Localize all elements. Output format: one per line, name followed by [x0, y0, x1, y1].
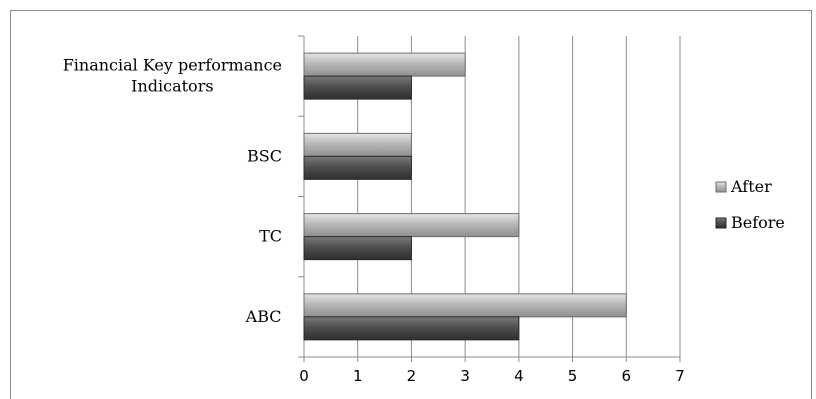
x-tick-label: 3: [460, 367, 470, 385]
x-tick-label: 2: [407, 367, 417, 385]
x-tick-label: 4: [514, 367, 524, 385]
legend-swatch-before: [715, 217, 727, 229]
x-tick-label: 0: [299, 367, 309, 385]
x-tick-label: 6: [622, 367, 632, 385]
category-label: Financial Key performance Indicators: [63, 56, 282, 96]
x-tick-label: 5: [568, 367, 578, 385]
x-tick-label: 7: [675, 367, 685, 385]
bar-before-tc: [303, 236, 412, 261]
bar-before-financial-key-performance-indicators: [303, 75, 412, 100]
legend-label-after: After: [730, 177, 772, 196]
category-label: BSC: [247, 146, 282, 165]
legend-label-before: Before: [731, 213, 785, 232]
category-label: ABC: [245, 307, 282, 326]
bar-after-tc: [303, 213, 520, 238]
x-tick-label: 1: [353, 367, 363, 385]
bar-before-bsc: [303, 155, 412, 180]
x-tick-labels: 0 1 2 3 4 5 6 7: [299, 367, 685, 385]
legend: After Before: [715, 177, 785, 232]
bar-after-abc: [303, 293, 627, 318]
bar-after-financial-key-performance-indicators: [303, 52, 466, 77]
legend-swatch-after: [715, 181, 727, 193]
bar-before-abc: [303, 316, 520, 341]
bars: [303, 52, 627, 341]
category-label: TC: [259, 227, 282, 246]
bar-after-bsc: [303, 132, 412, 157]
category-labels: ABC TC BSC Financial Key performance Indicat…: [63, 56, 282, 326]
